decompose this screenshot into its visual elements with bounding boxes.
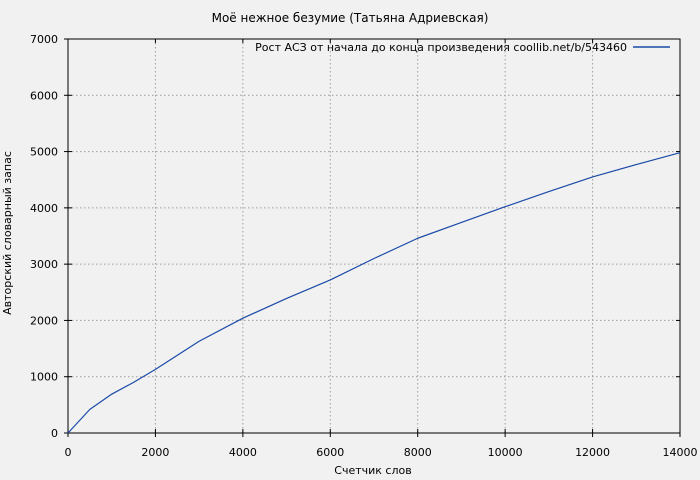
y-tick-label: 6000 <box>30 89 58 102</box>
x-axis-label: Счетчик слов <box>334 464 411 477</box>
y-tick-label: 1000 <box>30 371 58 384</box>
x-tick-label: 0 <box>65 446 72 459</box>
x-tick-label: 4000 <box>229 446 257 459</box>
series-line <box>67 152 681 434</box>
plot-dynamic-layer: 0 2000 4000 6000 8000 10000 12000 14000 0 1000 200… <box>30 33 698 459</box>
x-tick-label: 10000 <box>488 446 523 459</box>
y-tick-label: 2000 <box>30 314 58 327</box>
x-tick-label: 12000 <box>575 446 610 459</box>
y-tick-label: 5000 <box>30 146 58 159</box>
y-tick-label: 4000 <box>30 202 58 215</box>
y-tick-label: 7000 <box>30 33 58 46</box>
y-axis-label: Авторский словарный запас <box>1 151 14 315</box>
y-tick-label: 3000 <box>30 258 58 271</box>
x-tick-label: 14000 <box>663 446 698 459</box>
legend-label: Рост АСЗ от начала до конца произведения… <box>255 41 627 54</box>
x-tick-label: 6000 <box>316 446 344 459</box>
x-tick-label: 2000 <box>141 446 169 459</box>
x-tick-label: 8000 <box>404 446 432 459</box>
plot-border <box>67 38 681 434</box>
y-tick-label: 0 <box>51 427 58 440</box>
chart-title: Моё нежное безумие (Татьяна Адриевская) <box>212 11 489 25</box>
